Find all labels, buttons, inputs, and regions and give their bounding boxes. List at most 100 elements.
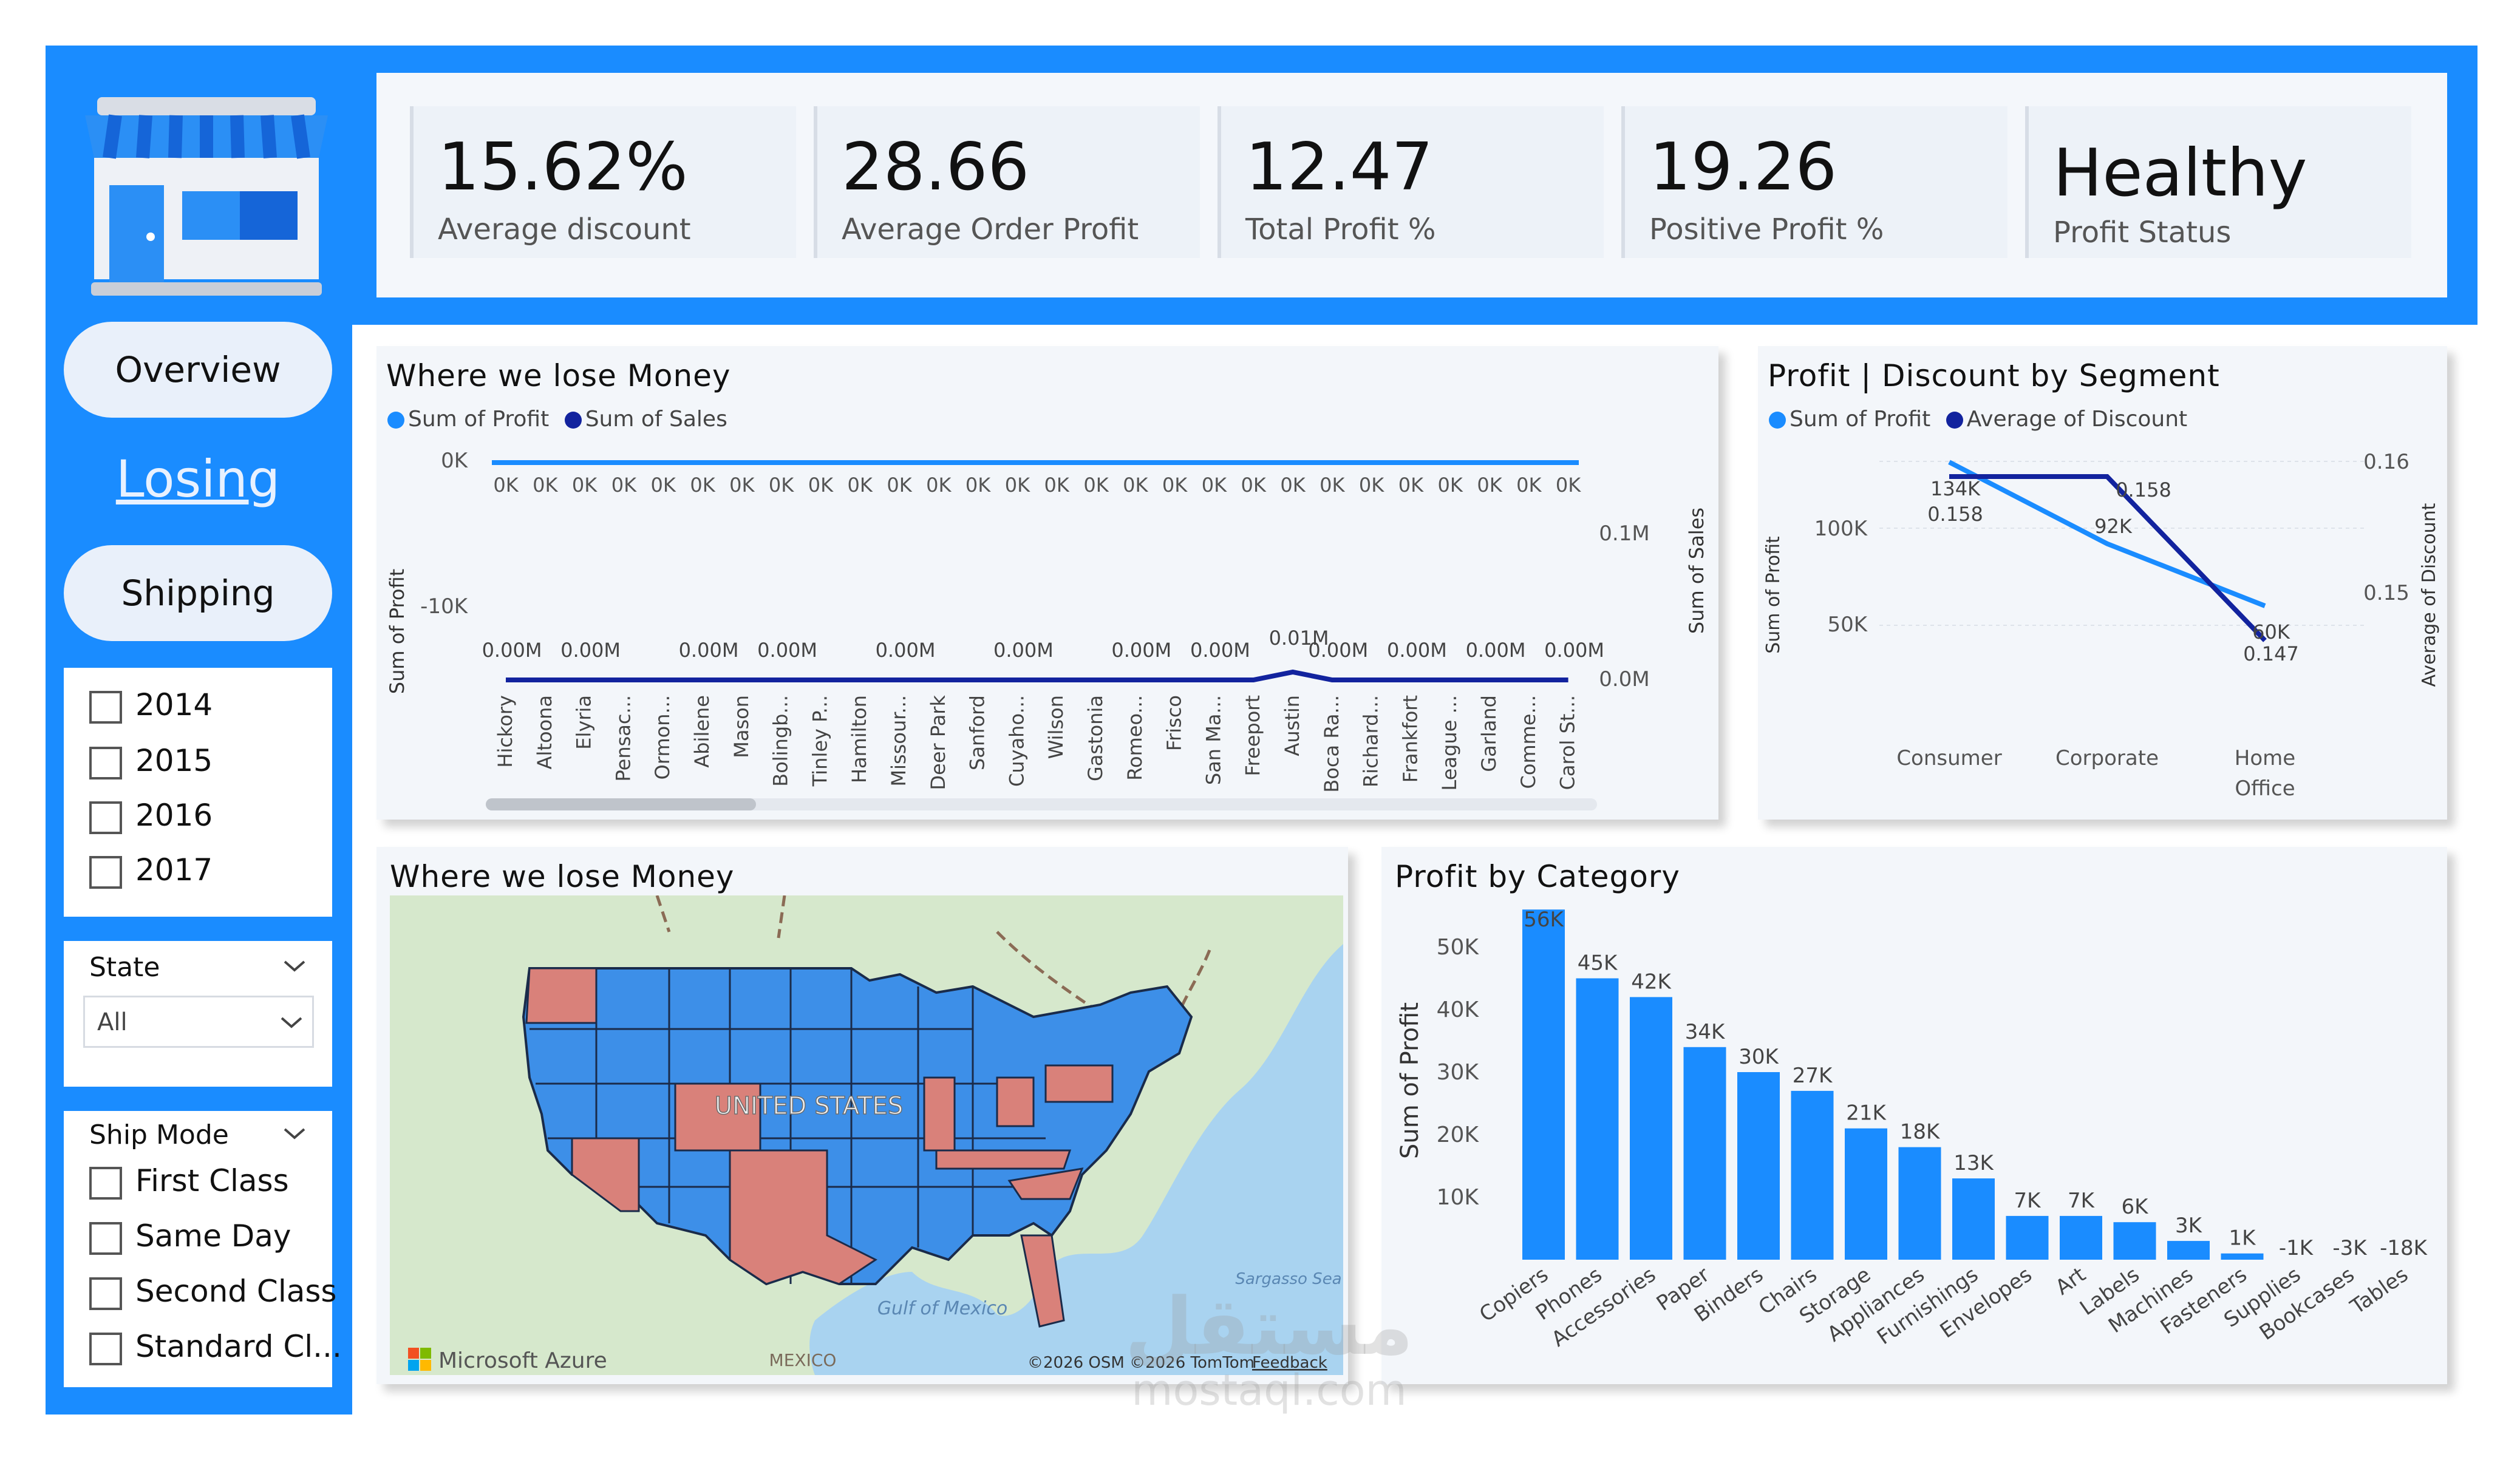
sales-data-label: 0.00M [560,639,621,662]
year-2017-checkbox[interactable] [89,856,122,889]
us-map[interactable]: UNITED STATES Gulf of Mexico MEXICO Sarg… [390,895,1343,1375]
horizontal-scrollbar-track[interactable] [486,798,1597,810]
kpi-value: 28.66 [842,129,1030,205]
sales-data-label: 0.01M [1269,627,1329,650]
sales-data-label: 0.00M [757,639,817,662]
state-dropdown[interactable]: All [83,996,314,1048]
y-tick-label: 20K [1437,1122,1480,1147]
y-right-tick: 0.0M [1599,667,1649,691]
sales-data-label: 0.00M [1111,639,1171,662]
year-2016-checkbox[interactable] [89,801,122,834]
kpi-card-average-discount: 15.62% Average discount [410,106,796,258]
profit-data-label: 92K [2094,515,2133,538]
profit-data-label: 0K [1516,474,1542,497]
nav-overview-label: Overview [115,349,281,390]
kpi-value: Healthy [2053,135,2307,211]
discount-series-line [1949,474,2267,642]
x-tick-label: Elyria [573,695,596,750]
profit-data-label: 0K [926,474,952,497]
year-2015-checkbox[interactable] [89,747,122,779]
bar-data-label: 34K [1685,1020,1726,1044]
horizontal-scrollbar-thumb[interactable] [486,798,756,810]
legend-label: Sum of Sales [585,407,727,432]
x-tick-label: Tables [2346,1263,2413,1320]
discount-legend-dot [1946,412,1963,429]
profit-data-label: 0K [1280,474,1306,497]
bar-data-label: 56K [1524,908,1564,932]
year-slicer: 2014 2015 2016 2017 [64,668,332,917]
x-tick-label: Sanford [966,695,989,770]
x-tick-label: Office [2235,776,2295,801]
y-right-axis-label: Sum of Sales [1685,508,1708,634]
nav-shipping-button[interactable]: Shipping [64,545,332,641]
nav-overview-button[interactable]: Overview [64,322,332,418]
y-tick-label: 40K [1437,997,1480,1022]
x-tick-label: Wilson [1044,695,1068,759]
profit-data-label: 0K [1320,474,1345,497]
y-right-tick: 0.1M [1599,521,1649,546]
watermark: مستقل mostaql.com [1111,1287,1427,1415]
ship-second-class-checkbox[interactable] [89,1277,122,1310]
profit-data-label: 0K [1477,474,1502,497]
kpi-value: 19.26 [1649,129,1837,205]
ship-same-day-checkbox[interactable] [89,1222,122,1255]
x-tick-label: Consumer [1896,746,2001,770]
chevron-down-icon[interactable] [282,959,307,974]
x-tick-label: San Ma... [1202,695,1225,785]
x-tick-label: Ormon... [651,695,674,779]
x-tick-label: Romeo... [1123,695,1146,781]
watermark-url: mostaql.com [1131,1365,1407,1415]
profit-data-label: 0K [1162,474,1188,497]
ship-first-class-checkbox[interactable] [89,1167,122,1200]
profit-data-label: 0K [1044,474,1070,497]
x-tick-label: Frisco [1163,695,1186,751]
year-2014-checkbox[interactable] [89,691,122,724]
bar-data-label: 18K [1900,1120,1941,1144]
sales-data-label: 0.00M [1466,639,1526,662]
state-slicer-title: State [89,952,160,983]
profit-data-label: 0K [611,474,637,497]
nav-shipping-label: Shipping [121,572,275,614]
map-feedback-link[interactable]: Feedback [1252,1354,1327,1372]
kpi-label: Positive Profit % [1649,212,1884,246]
x-tick-label: Home [2235,746,2295,770]
bar [2006,1215,2049,1260]
nav-losing-link[interactable]: Losing [115,449,281,509]
kpi-label: Average Order Profit [842,212,1139,246]
y-right-tick: 0.16 [2363,450,2409,474]
x-tick-label: Freeport [1241,695,1264,776]
map-title: Where we lose Money [390,859,735,894]
discount-data-label: 0.158 [1927,503,1983,526]
sales-series-line [506,669,1568,682]
y-axis-label: Sum of Profit [1396,1002,1424,1159]
kpi-card-average-order-profit: 28.66 Average Order Profit [814,106,1200,258]
profit-data-label: 0K [533,474,558,497]
state-dropdown-value: All [97,1008,128,1036]
x-tick-label: Hamilton [848,695,871,783]
map-country-label-mexico: MEXICO [769,1350,837,1370]
segment-line-chart: Sum of Profit Average of Discount 100K 5… [1763,450,2440,801]
legend-label: Sum of Profit [1790,407,1931,432]
bar-data-label: -18K [2380,1236,2428,1260]
ship-second-class-label: Second Class [135,1274,337,1309]
ship-same-day-label: Same Day [135,1218,291,1254]
sales-data-label: 0.00M [1387,639,1447,662]
losing-chart-title: Where we lose Money [386,358,731,393]
legend-label: Sum of Profit [408,407,550,432]
profit-data-label: 0K [651,474,676,497]
ship-mode-title: Ship Mode [89,1119,229,1150]
bar-data-label: 45K [1578,951,1618,976]
bar-data-label: -3K [2332,1236,2368,1260]
kpi-panel: 15.62% Average discount 28.66 Average Or… [376,73,2447,297]
x-tick-label: Abilene [690,695,713,768]
sales-data-label: 0.00M [1544,639,1604,662]
chevron-down-icon[interactable] [282,1127,307,1141]
profit-data-label: 0K [1083,474,1109,497]
loss-states [525,967,1114,1328]
ship-first-class-label: First Class [135,1163,289,1198]
profit-data-label: 0K [1005,474,1030,497]
ship-standard-class-checkbox[interactable] [89,1333,122,1365]
bar-data-label: 7K [2068,1189,2096,1213]
map-water-label: Gulf of Mexico [877,1298,1007,1319]
profit-data-label: 0K [887,474,912,497]
